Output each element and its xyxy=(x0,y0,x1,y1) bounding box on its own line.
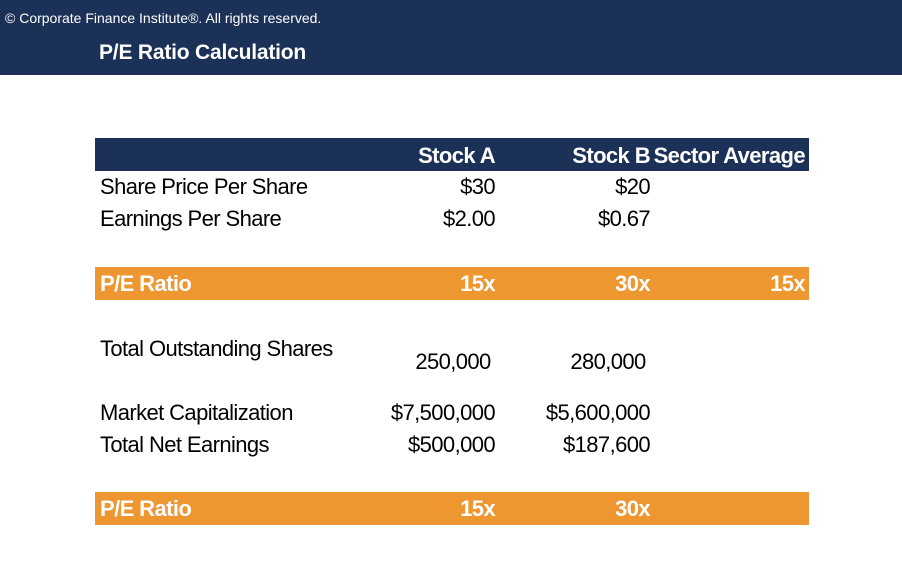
pe-ratio-row-1: P/E Ratio 15x 30x 15x xyxy=(95,267,809,300)
table-row-share-price: Share Price Per Share $30 $20 xyxy=(95,171,809,203)
row-label: Total Net Earnings xyxy=(100,432,270,457)
cell-stock-a: $30 xyxy=(460,174,496,199)
table-row-total-net-earnings: Total Net Earnings $500,000 $187,600 xyxy=(95,429,809,461)
column-header-sector-average: Sector Average xyxy=(653,143,806,169)
row-label: P/E Ratio xyxy=(100,495,192,521)
column-header-stock-b: Stock B xyxy=(572,143,650,169)
cell-stock-a: 15x xyxy=(460,270,496,296)
page-title: P/E Ratio Calculation xyxy=(99,41,306,64)
cell-stock-b: $20 xyxy=(615,174,651,199)
table-row-market-capitalization: Market Capitalization $7,500,000 $5,600,… xyxy=(95,397,809,429)
cell-stock-a: 250,000 xyxy=(415,349,491,374)
cell-stock-a: 15x xyxy=(460,495,496,521)
table-row-earnings-per-share: Earnings Per Share $2.00 $0.67 xyxy=(95,203,809,235)
cell-stock-b: 30x xyxy=(615,270,651,296)
cell-stock-a: $2.00 xyxy=(442,206,496,231)
column-header-stock-a: Stock A xyxy=(418,143,496,169)
row-label: Total Outstanding Shares xyxy=(100,336,333,361)
cell-stock-b: $5,600,000 xyxy=(545,400,651,425)
cell-stock-b: $0.67 xyxy=(597,206,651,231)
cell-stock-a: $500,000 xyxy=(408,432,496,457)
row-label: P/E Ratio xyxy=(100,270,192,296)
cell-stock-b: 30x xyxy=(615,495,651,521)
cell-stock-b: 280,000 xyxy=(570,349,646,374)
copyright-text: © Corporate Finance Institute®. All righ… xyxy=(5,10,322,26)
cell-stock-b: $187,600 xyxy=(563,432,651,457)
header-banner: © Corporate Finance Institute®. All righ… xyxy=(0,0,902,75)
row-label: Market Capitalization xyxy=(100,400,293,425)
row-label: Share Price Per Share xyxy=(100,174,308,199)
table-header-row: Stock A Stock B Sector Average xyxy=(95,138,809,171)
cell-stock-a: $7,500,000 xyxy=(390,400,496,425)
cell-sector-average: 15x xyxy=(770,270,806,296)
row-label: Earnings Per Share xyxy=(100,206,282,231)
pe-ratio-row-2: P/E Ratio 15x 30x xyxy=(95,492,809,525)
table-row-outstanding-shares: Total Outstanding Shares 250,000 280,000 xyxy=(95,333,809,374)
pe-ratio-table: Stock A Stock B Sector Average Share Pri… xyxy=(95,138,809,525)
